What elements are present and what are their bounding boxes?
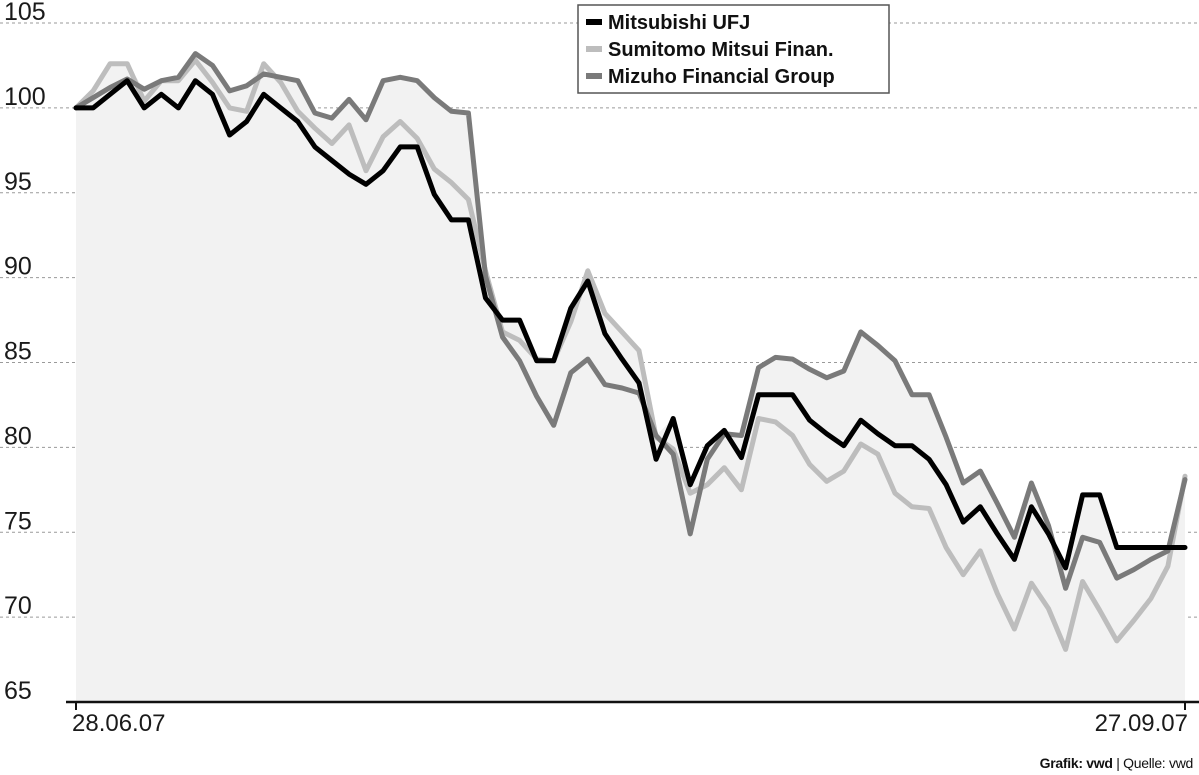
series-line-mizuho-financial-group — [73, 51, 1188, 591]
x-end-label: 27.09.07 — [1095, 710, 1188, 737]
legend-label-2: Mizuho Financial Group — [608, 66, 835, 88]
series-line-sumitomo-mitsui-finan — [73, 57, 1188, 652]
series-lines — [73, 51, 1188, 652]
y-tick-label-85: 85 — [4, 338, 32, 366]
y-tick-label-65: 65 — [4, 677, 32, 705]
y-tick-label-90: 90 — [4, 253, 32, 281]
y-axis-labels: 65 70 75 80 85 90 95 100 105 — [4, 0, 46, 705]
credit-grafik: Grafik: vwd — [1039, 755, 1113, 771]
legend: Mitsubishi UFJ Sumitomo Mitsui Finan. Mizu… — [577, 4, 890, 94]
credit-quelle: Quelle: vwd — [1123, 755, 1193, 771]
y-tick-label-100: 100 — [4, 83, 46, 111]
series-line-mitsubishi-ufj — [73, 78, 1188, 571]
credit-line: Grafik: vwd | Quelle: vwd — [1039, 755, 1194, 771]
y-tick-label-75: 75 — [4, 507, 32, 535]
legend-label-1: Sumitomo Mitsui Finan. — [608, 39, 834, 61]
y-tick-label-80: 80 — [4, 422, 32, 450]
legend-box — [577, 4, 890, 94]
y-tick-label-70: 70 — [4, 592, 32, 620]
y-tick-label-95: 95 — [4, 168, 32, 196]
legend-label-0: Mitsubishi UFJ — [608, 12, 750, 34]
x-axis-ticks — [75, 702, 1186, 710]
x-start-label: 28.06.07 — [72, 710, 165, 737]
credit-separator: | — [1112, 755, 1124, 771]
y-tick-label-105: 105 — [4, 0, 46, 26]
baseline-area-fill — [76, 53, 1185, 703]
